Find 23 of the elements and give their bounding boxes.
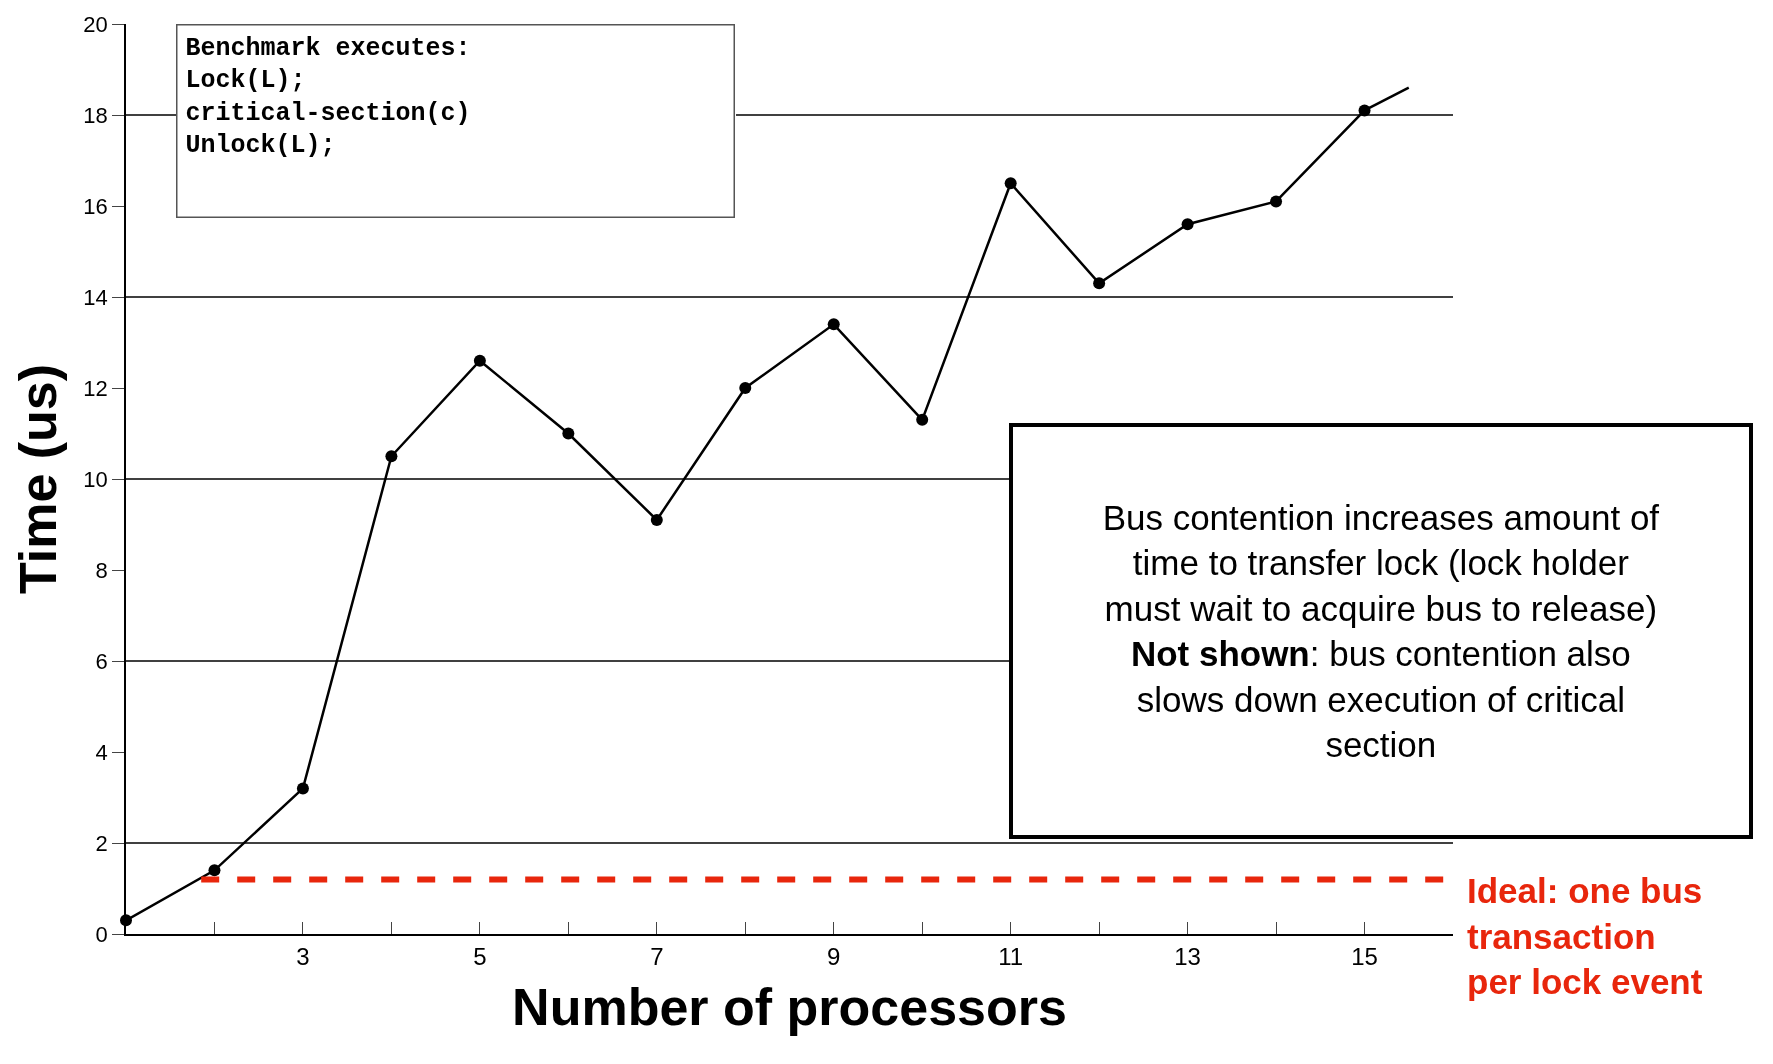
- x-tick-label: 3: [296, 942, 310, 970]
- y-tick-label: 2: [95, 830, 108, 856]
- x-tick-label: 13: [1174, 942, 1201, 970]
- y-tick-label: 16: [83, 193, 108, 219]
- x-tick-label: 11: [998, 942, 1024, 970]
- annotation: Ideal: one bus transaction per lock event: [1467, 871, 1703, 1001]
- y-tick-label: 12: [83, 375, 108, 401]
- y-tick-label: 14: [83, 284, 108, 310]
- y-tick-label: 4: [95, 739, 108, 765]
- y-tick-label: 18: [83, 102, 108, 128]
- x-tick-label: 7: [650, 942, 664, 970]
- annotation: Benchmark executes: Lock(L); critical-section(c) Unlock(L);: [185, 33, 471, 160]
- y-tick-label: 10: [83, 466, 108, 492]
- annotation: Bus contention increases amount of time to transfer lock (lock holder must wait to acquire bus to release) Not shown: bus contention also slows down execution of critical section: [1102, 497, 1660, 765]
- y-tick-label: 8: [95, 557, 108, 583]
- x-axis-title: Number of processors: [512, 977, 1067, 1036]
- x-tick-label: 15: [1351, 942, 1378, 970]
- x-tick-label: 5: [473, 942, 487, 970]
- y-axis-title: Time (us): [9, 363, 68, 595]
- y-tick-label: 6: [95, 648, 108, 674]
- y-tick-label: 20: [83, 11, 108, 37]
- x-tick-label: 9: [827, 942, 841, 970]
- y-tick-label: 0: [95, 921, 108, 947]
